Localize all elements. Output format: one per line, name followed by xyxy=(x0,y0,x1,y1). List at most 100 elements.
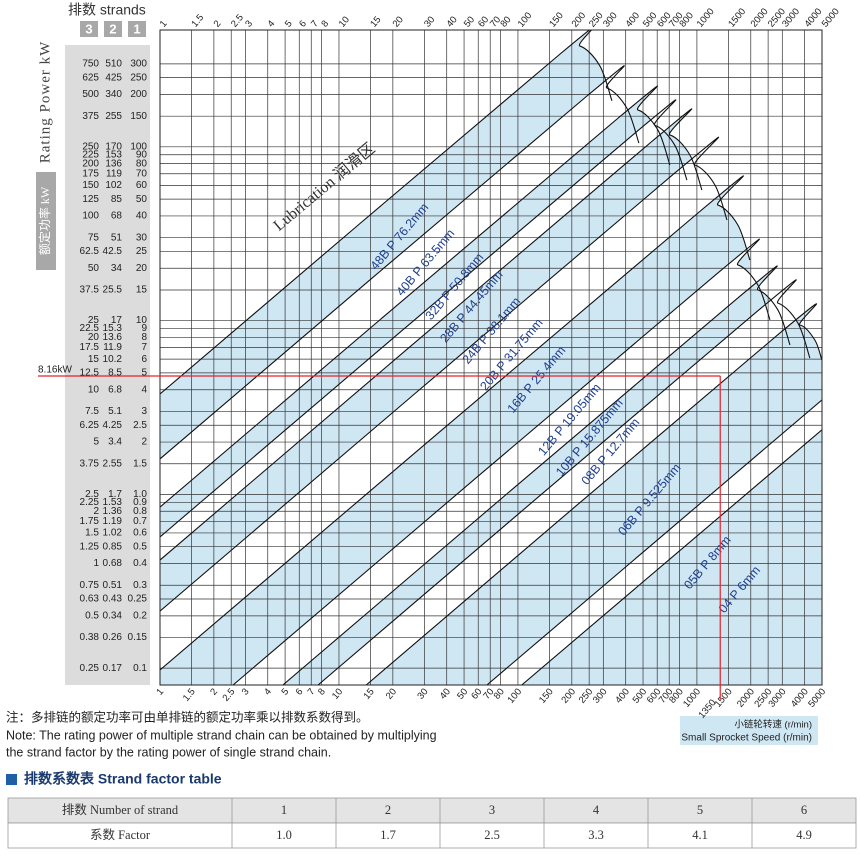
x-tick-label-bottom: 300 xyxy=(591,686,610,705)
x-axis-title: Small Sprocket Speed (r/min) xyxy=(681,733,812,744)
y-tick-label-3strand: 12.5 xyxy=(80,368,100,379)
y-tick-label: 5 xyxy=(141,368,147,379)
x-tick-label-bottom: 80 xyxy=(492,686,507,701)
y-tick-label-2strand: 6.8 xyxy=(108,384,122,395)
table-cell: 2 xyxy=(385,803,391,817)
x-tick-label-bottom: 30 xyxy=(415,686,430,701)
x-tick-label-bottom: 3 xyxy=(240,686,252,697)
y-tick-label-3strand: 225 xyxy=(82,149,99,160)
y-tick-label: 25 xyxy=(136,246,148,257)
strand-box xyxy=(128,21,146,37)
y-tick-label-3strand: 0.63 xyxy=(80,594,100,605)
y-tick-label-2strand: 4.25 xyxy=(103,420,123,431)
x-tick-label-top: 1 xyxy=(158,18,170,29)
table-cell: 6 xyxy=(801,803,807,817)
y-tick-label: 50 xyxy=(136,194,148,205)
chain-curve xyxy=(486,399,822,685)
y-tick-label-3strand: 175 xyxy=(82,168,99,179)
x-tick-label-bottom: 4000 xyxy=(789,686,811,709)
y-tick-label-2strand: 42.5 xyxy=(103,246,123,257)
strand-box xyxy=(80,21,98,37)
x-tick-label-top: 4000 xyxy=(802,6,824,29)
y-tick-label-2strand: 85 xyxy=(111,194,123,205)
strand-label: 1 xyxy=(133,21,140,36)
x-tick-label-bottom: 10 xyxy=(330,686,345,701)
y-tick-label: 0.8 xyxy=(133,506,147,517)
x-tick-label-bottom: 8 xyxy=(316,686,328,697)
y-tick-label: 0.3 xyxy=(133,580,147,591)
y-tick-label-2strand: 8.5 xyxy=(108,368,122,379)
y-tick-label: 100 xyxy=(130,141,147,152)
strand-label: 2 xyxy=(109,21,116,36)
table-cell: 4 xyxy=(593,803,600,817)
x-tick-label-top: 15 xyxy=(368,14,383,29)
y-tick-label-3strand: 750 xyxy=(82,59,99,70)
y-tick-label-2strand: 0.43 xyxy=(103,594,123,605)
table-cell: 5 xyxy=(697,803,703,817)
table-cell: 1.0 xyxy=(276,828,292,842)
y-tick-label-2strand: 425 xyxy=(105,72,122,83)
y-tick-label-2strand: 1.53 xyxy=(103,497,123,508)
chain-curve xyxy=(282,265,791,685)
y-tick-label-3strand: 500 xyxy=(82,89,99,100)
y-tick-label-3strand: 2.5 xyxy=(85,489,99,500)
y-tick-label-2strand: 68 xyxy=(111,211,123,222)
label-column xyxy=(65,45,150,685)
y-tick-label-3strand: 5 xyxy=(93,437,99,448)
y-tick-label: 0.7 xyxy=(133,516,147,527)
table-cell: 1.7 xyxy=(380,828,396,842)
x-tick-label-top: 40 xyxy=(445,14,460,29)
y-tick-label: 0.2 xyxy=(133,610,147,621)
y-tick-label: 30 xyxy=(136,232,148,243)
y-tick-label: 90 xyxy=(136,149,148,160)
y-tick-label-3strand: 50 xyxy=(88,263,100,274)
y-tick-label-2strand: 1.02 xyxy=(103,528,123,539)
x-tick-label-bottom: 4 xyxy=(262,686,274,697)
y-tick-label-3strand: 1.25 xyxy=(80,541,100,552)
y-tick-label: 70 xyxy=(136,168,148,179)
y-tick-label: 300 xyxy=(130,59,147,70)
y-tick-label: 20 xyxy=(136,263,148,274)
y-tick-label-2strand: 340 xyxy=(105,89,122,100)
y-tick-label-2strand: 3.4 xyxy=(108,437,122,448)
y-tick-label-2strand: 119 xyxy=(106,168,122,179)
y-tick-label-2strand: 34 xyxy=(111,263,123,274)
y-tick-label-2strand: 25.5 xyxy=(103,285,123,296)
y-tick-label-3strand: 0.75 xyxy=(80,580,100,591)
x-tick-label-top: 150 xyxy=(547,10,566,29)
y-tick-label-2strand: 1.19 xyxy=(103,516,123,527)
y-tick-label-3strand: 7.5 xyxy=(85,406,99,417)
y-tick-label-2strand: 102 xyxy=(105,180,122,191)
y-tick-label-2strand: 255 xyxy=(105,111,122,122)
chain-curve xyxy=(160,108,703,561)
table-cell: 3.3 xyxy=(588,828,604,842)
y-tick-label-3strand: 375 xyxy=(82,111,99,122)
y-tick-label-2strand: 10.2 xyxy=(103,354,123,365)
y-tick-label-3strand: 2 xyxy=(93,506,99,517)
y-tick-label: 3 xyxy=(141,406,147,417)
y-tick-label-2strand: 51 xyxy=(111,232,123,243)
note-line: Note: The rating power of multiple stran… xyxy=(6,728,437,742)
y-tick-label: 80 xyxy=(136,158,148,169)
heading-marker xyxy=(6,774,17,785)
x-tick-label-bottom: 150 xyxy=(537,686,556,705)
y-tick-label-3strand: 75 xyxy=(88,232,100,243)
x-tick-label-bottom: 100 xyxy=(506,686,525,705)
y-axis-title-cn: 额定功率 kW xyxy=(37,186,52,255)
y-tick-label: 15 xyxy=(136,285,148,296)
x-tick-label-bottom: 1000 xyxy=(681,686,703,709)
table-title: 排数系数表 Strand factor table xyxy=(24,771,222,787)
x-tick-label-bottom: 1.5 xyxy=(181,686,198,703)
y-tick-label-3strand: 200 xyxy=(82,158,99,169)
strand-label: 3 xyxy=(85,21,92,36)
y-axis-title: Rating Power kW xyxy=(37,41,53,163)
x-tick-label-top: 8 xyxy=(319,18,331,29)
table-cell: 2.5 xyxy=(484,828,500,842)
chain-curve xyxy=(160,175,751,671)
y-tick-label: 0.9 xyxy=(133,497,147,508)
y-tick-label: 0.15 xyxy=(128,632,148,643)
y-tick-label-2strand: 2.55 xyxy=(103,458,123,469)
table-cell: 4.9 xyxy=(796,828,812,842)
y-tick-label: 250 xyxy=(130,72,147,83)
